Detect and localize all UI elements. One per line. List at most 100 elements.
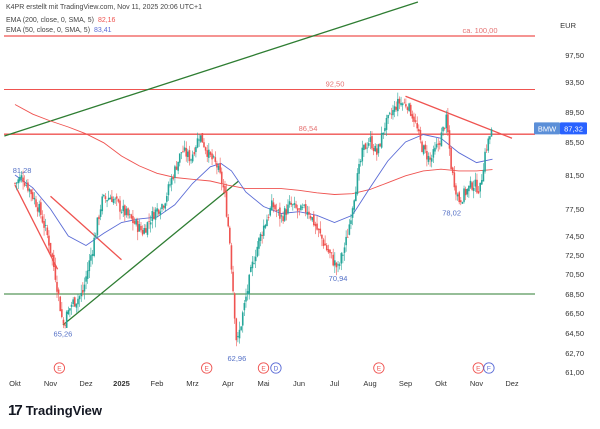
candle-body-255 bbox=[426, 150, 428, 160]
candle-body-221 bbox=[371, 136, 373, 149]
candlesticks bbox=[14, 92, 493, 347]
candle-body-71 bbox=[128, 213, 131, 215]
candle-body-206 bbox=[346, 236, 349, 238]
candle-body-93 bbox=[164, 203, 167, 209]
candle-body-135 bbox=[232, 271, 234, 292]
candle-body-290 bbox=[482, 169, 485, 182]
ema200-path bbox=[14, 104, 493, 195]
candle-body-172 bbox=[292, 204, 294, 206]
candle-body-260 bbox=[434, 147, 436, 152]
candle-body-53 bbox=[99, 209, 102, 217]
candle-body-251 bbox=[419, 130, 422, 140]
candle-body-161 bbox=[274, 205, 276, 210]
candle-body-78 bbox=[140, 225, 142, 231]
x-tick-11: Sep bbox=[399, 379, 412, 388]
last-symbol-text: BMW bbox=[538, 124, 557, 133]
candle-body-222 bbox=[372, 147, 375, 152]
candle-body-274 bbox=[456, 194, 459, 197]
candle-body-50 bbox=[94, 235, 97, 238]
candle-body-84 bbox=[149, 222, 152, 225]
candle-body-214 bbox=[359, 161, 362, 163]
candle-body-13 bbox=[35, 199, 37, 207]
candle-body-62 bbox=[114, 198, 116, 200]
candle-body-124 bbox=[214, 157, 217, 162]
candle-body-23 bbox=[51, 253, 53, 258]
event-marker-4 bbox=[373, 362, 385, 374]
y-tick-3: 85,50 bbox=[565, 138, 584, 147]
candle-body-184 bbox=[311, 217, 314, 221]
last-price-badge-box bbox=[560, 122, 587, 135]
candle-body-177 bbox=[300, 205, 302, 211]
candle-body-111 bbox=[193, 152, 196, 155]
currency-label: EUR bbox=[560, 21, 576, 30]
candle-body-284 bbox=[472, 187, 475, 191]
candle-body-34 bbox=[69, 308, 71, 311]
candle-body-136 bbox=[233, 293, 236, 319]
candle-body-63 bbox=[115, 196, 118, 199]
candle-body-98 bbox=[172, 177, 175, 179]
candle-body-257 bbox=[429, 157, 431, 160]
candle-body-224 bbox=[376, 148, 378, 155]
point-label-4: 78,02 bbox=[442, 209, 461, 218]
x-tick-13: Nov bbox=[470, 379, 484, 388]
candle-body-47 bbox=[90, 255, 92, 261]
x-tick-6: Apr bbox=[222, 379, 234, 388]
candle-body-234 bbox=[392, 110, 394, 116]
candle-body-180 bbox=[304, 204, 307, 213]
candle-body-190 bbox=[321, 234, 323, 239]
candle-body-72 bbox=[130, 214, 133, 219]
candle-body-236 bbox=[395, 106, 397, 110]
x-tick-0: Okt bbox=[9, 379, 22, 388]
point-label-2: 62,96 bbox=[227, 354, 246, 363]
event-marker-2 bbox=[257, 362, 270, 374]
candle-body-194 bbox=[327, 249, 330, 253]
candle-body-57 bbox=[106, 200, 108, 202]
candle-body-277 bbox=[461, 201, 464, 204]
horizontal-levels: ca. 100,00 92,50 86,54 bbox=[4, 26, 535, 295]
ema50-legend[interactable]: EMA (50, close, 0, SMA, 5) 83,41 bbox=[6, 27, 112, 34]
candle-body-160 bbox=[272, 202, 275, 208]
candle-body-59 bbox=[109, 197, 112, 200]
candle-body-92 bbox=[162, 205, 165, 208]
candle-body-208 bbox=[350, 220, 352, 224]
candle-body-167 bbox=[283, 208, 286, 221]
candle-body-259 bbox=[432, 149, 435, 158]
candle-body-242 bbox=[405, 104, 407, 107]
candle-body-8 bbox=[27, 182, 29, 191]
time-axis: Okt Nov Dez 2025 Feb Mrz Apr Mai Jun Jul Aug Sep Okt… bbox=[9, 379, 519, 388]
x-tick-10: Aug bbox=[363, 379, 376, 388]
candle-body-104 bbox=[182, 151, 184, 153]
candle-body-188 bbox=[317, 228, 320, 230]
candle-body-232 bbox=[388, 112, 391, 114]
candle-body-282 bbox=[469, 180, 472, 188]
candle-body-64 bbox=[117, 199, 120, 202]
candle-body-235 bbox=[393, 106, 396, 112]
event-marker-1 bbox=[201, 362, 213, 374]
candle-body-39 bbox=[77, 298, 79, 305]
candle-body-218 bbox=[366, 147, 368, 149]
point-labels: 81,28 65,26 62,96 70,94 78,02 bbox=[13, 166, 461, 363]
y-tick-12: 62,70 bbox=[565, 349, 584, 358]
candle-body-97 bbox=[170, 177, 173, 185]
candle-body-87 bbox=[154, 209, 157, 220]
candle-body-185 bbox=[313, 214, 315, 226]
candle-body-32 bbox=[65, 311, 68, 328]
candle-body-271 bbox=[451, 167, 454, 173]
candle-body-247 bbox=[413, 116, 415, 122]
candle-body-246 bbox=[411, 114, 414, 119]
candle-body-198 bbox=[334, 260, 336, 266]
ema50-label: EMA (50, close, 0, SMA, 5) bbox=[6, 27, 91, 34]
event-marker-3 bbox=[270, 362, 282, 374]
event-marker-label-1: E bbox=[205, 366, 210, 373]
candle-body-144 bbox=[246, 291, 249, 295]
event-marker-label-4: E bbox=[377, 366, 382, 373]
candle-body-209 bbox=[351, 208, 354, 218]
candle-body-175 bbox=[296, 208, 299, 211]
candle-body-270 bbox=[450, 147, 452, 170]
candle-body-114 bbox=[198, 139, 200, 141]
candle-body-264 bbox=[440, 132, 443, 147]
candle-body-237 bbox=[397, 98, 399, 112]
trendline-0 bbox=[4, 1, 419, 137]
ema200-legend[interactable]: EMA (200, close, 0, SMA, 5) 82,16 bbox=[6, 17, 115, 24]
